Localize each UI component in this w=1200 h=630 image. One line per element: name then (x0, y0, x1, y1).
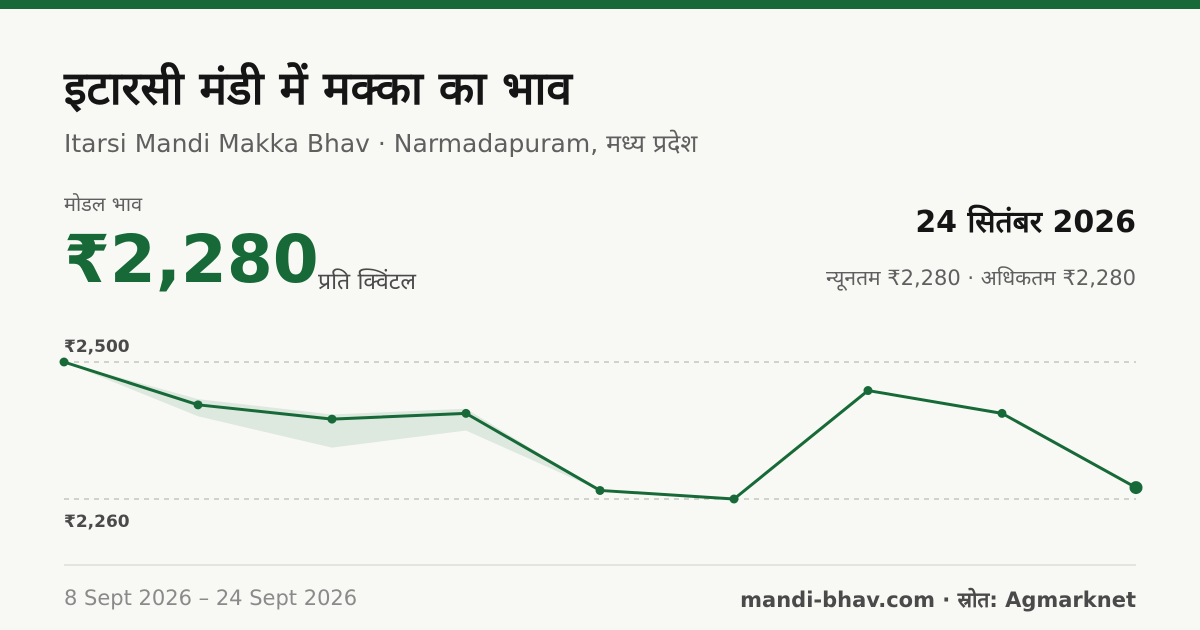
chart-marks (59, 357, 1143, 504)
data-point (863, 386, 873, 396)
data-point-latest (1129, 481, 1143, 495)
modal-price-label: मोडल भाव (64, 192, 143, 216)
data-point (327, 414, 337, 424)
top-accent-bar (0, 0, 1200, 9)
data-point (461, 408, 471, 418)
date-range: 8 Sept 2026 – 24 Sept 2026 (64, 586, 358, 610)
modal-price-value: ₹2,280 (64, 221, 319, 298)
price-unit: प्रति क्विंटल (318, 269, 416, 295)
data-point (595, 485, 605, 495)
data-point (59, 357, 69, 367)
data-point (997, 408, 1007, 418)
min-max-price: न्यूनतम ₹2,280 · अधिकतम ₹2,280 (826, 266, 1136, 290)
price-date: 24 सितंबर 2026 (915, 205, 1136, 240)
page-subtitle: Itarsi Mandi Makka Bhav · Narmadapuram, … (64, 129, 698, 158)
data-point (193, 400, 203, 410)
price-series-line (63, 360, 1137, 501)
page-title: इटारसी मंडी में मक्का का भाव (64, 61, 573, 115)
y-tick-label-top: ₹2,500 (64, 337, 130, 357)
data-point (729, 494, 739, 504)
price-range-band (64, 362, 1136, 499)
y-tick-label-bottom: ₹2,260 (64, 512, 130, 532)
source-credit: mandi-bhav.com · स्रोत: Agmarknet (740, 588, 1136, 612)
